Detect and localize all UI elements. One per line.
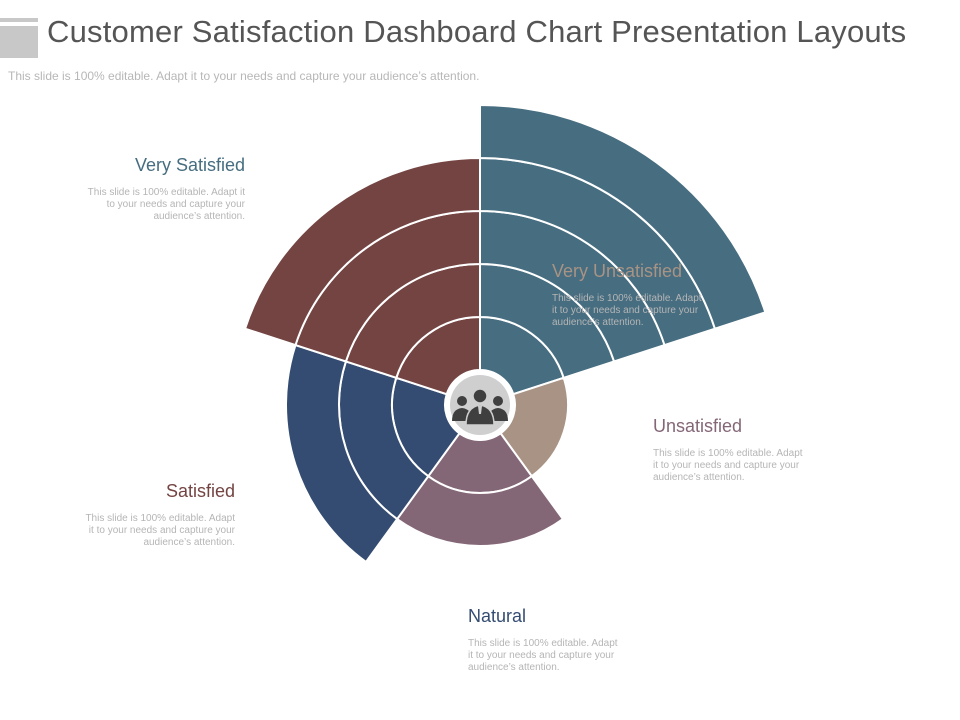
desc-natural: This slide is 100% editable. Adapt it to… [468, 638, 618, 673]
heading-very-satisfied: Very Satisfied [134, 155, 245, 175]
ring-very-unsatisfied-1 [499, 376, 569, 478]
logo-bars-icon [0, 18, 38, 58]
heading-unsatisfied: Unsatisfied [653, 416, 743, 436]
segment-very-unsatisfied [499, 376, 569, 478]
people-group-icon [452, 388, 508, 426]
ring-very-satisfied-5 [479, 103, 767, 330]
label-natural: Natural This slide is 100% editable. Ada… [468, 606, 688, 674]
segment-natural [285, 343, 461, 564]
desc-very-satisfied: This slide is 100% editable. Adapt it to… [87, 187, 245, 222]
page-subtitle: This slide is 100% editable. Adapt it to… [8, 69, 480, 83]
ring-satisfied-4 [243, 156, 481, 347]
desc-satisfied: This slide is 100% editable. Adapt it to… [85, 513, 235, 548]
label-satisfied: Satisfied This slide is 100% editable. A… [5, 481, 235, 549]
center-hub [445, 370, 515, 440]
segment-unsatisfied [395, 431, 565, 547]
segment-very-satisfied [479, 103, 767, 396]
label-unsatisfied: Unsatisfied This slide is 100% editable.… [653, 416, 873, 484]
heading-natural: Natural [468, 606, 527, 626]
label-very-satisfied: Very Satisfied This slide is 100% editab… [0, 155, 245, 223]
label-very-unsatisfied: Very Unsatisfied This slide is 100% edit… [552, 261, 772, 329]
heading-very-unsatisfied: Very Unsatisfied [552, 261, 683, 281]
desc-very-unsatisfied: This slide is 100% editable. Adapt it to… [552, 293, 702, 328]
heading-satisfied: Satisfied [165, 481, 235, 501]
page-title: Customer Satisfaction Dashboard Chart Pr… [47, 14, 907, 49]
segment-satisfied [243, 156, 481, 396]
desc-unsatisfied: This slide is 100% editable. Adapt it to… [653, 448, 803, 483]
